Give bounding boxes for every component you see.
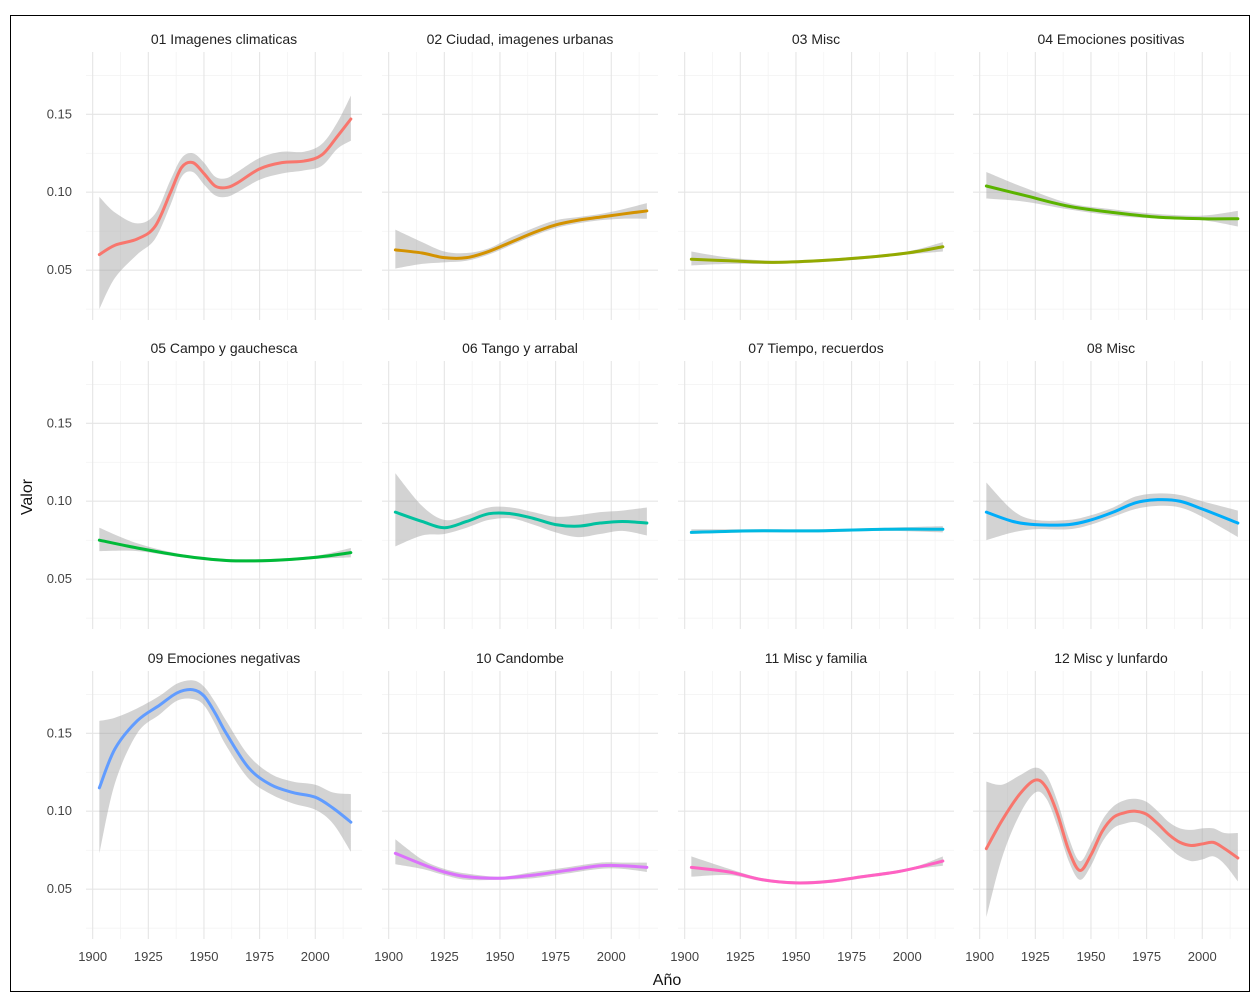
y-tick-label: 0.05: [47, 881, 72, 896]
trend-line: [689, 859, 945, 885]
panel-5: 05 Campo y gauchesca 0.05 0.10 0.15: [47, 340, 362, 629]
confidence-band: [395, 203, 647, 269]
x-tick-label: 1925: [430, 949, 459, 964]
panel-title: 01 Imagenes climaticas: [151, 31, 297, 47]
confidence-band: [986, 767, 1238, 918]
trend-line: [393, 209, 649, 260]
panel-11: 11 Misc y familia 1900 1925 1950 1975 2000: [670, 650, 954, 964]
x-tick-label: 1950: [782, 949, 811, 964]
x-tick-label: 1900: [78, 949, 107, 964]
y-tick-label: 0.15: [47, 415, 72, 430]
panel-1: 01 Imagenes climaticas 0.05 0.10 0.15: [47, 31, 362, 320]
panel-title: 03 Misc: [792, 31, 840, 47]
trend-line: [97, 117, 353, 257]
x-tick-label: 1950: [190, 949, 219, 964]
y-axis-title: Valor: [19, 478, 36, 515]
y-tick-label: 0.10: [47, 184, 72, 199]
x-tick-label: 1975: [1132, 949, 1161, 964]
x-tick-label: 2000: [893, 949, 922, 964]
x-tick-label: 2000: [301, 949, 330, 964]
confidence-band: [99, 95, 351, 310]
x-tick-label: 2000: [1188, 949, 1217, 964]
panel-title: 12 Misc y lunfardo: [1054, 650, 1168, 666]
trend-line: [984, 778, 1240, 872]
panel-title: 08 Misc: [1087, 340, 1135, 356]
panel-2: 02 Ciudad, imagenes urbanas: [382, 31, 658, 320]
panel-10: 10 Candombe 1900 1925 1950 1975 2000: [374, 650, 658, 964]
panel-title: 09 Emociones negativas: [148, 650, 301, 666]
panel-title: 10 Candombe: [476, 650, 564, 666]
panel-12: 12 Misc y lunfardo 1900 1925 1950 1975 2000: [965, 650, 1249, 964]
x-tick-label: 1975: [837, 949, 866, 964]
trend-line: [393, 510, 649, 530]
panel-title: 02 Ciudad, imagenes urbanas: [427, 31, 614, 47]
x-tick-label: 1950: [486, 949, 515, 964]
x-axis-title: Año: [653, 972, 682, 989]
x-tick-label: 1925: [1021, 949, 1050, 964]
y-tick-label: 0.15: [47, 106, 72, 121]
x-tick-label: 1900: [670, 949, 699, 964]
x-tick-label: 1975: [541, 949, 570, 964]
y-tick-label: 0.15: [47, 725, 72, 740]
confidence-band: [99, 680, 351, 854]
confidence-band: [395, 473, 647, 547]
trend-line: [689, 245, 945, 264]
panel-3: 03 Misc: [678, 31, 954, 320]
x-tick-label: 1900: [374, 949, 403, 964]
panel-title: 05 Campo y gauchesca: [150, 340, 297, 356]
panel-title: 07 Tiempo, recuerdos: [748, 340, 883, 356]
confidence-band: [395, 839, 647, 881]
y-tick-label: 0.10: [47, 493, 72, 508]
y-tick-label: 0.05: [47, 571, 72, 586]
trend-line: [984, 498, 1240, 527]
panel-title: 11 Misc y familia: [765, 650, 868, 666]
panel-title: 04 Emociones positivas: [1037, 31, 1184, 47]
x-tick-label: 1925: [134, 949, 163, 964]
panel-6: 06 Tango y arrabal: [382, 340, 658, 629]
trend-line: [97, 538, 353, 563]
x-tick-label: 1975: [245, 949, 274, 964]
panel-4: 04 Emociones positivas: [973, 31, 1249, 320]
x-tick-label: 1950: [1077, 949, 1106, 964]
x-tick-label: 1900: [965, 949, 994, 964]
trend-line: [689, 527, 945, 534]
y-tick-label: 0.10: [47, 803, 72, 818]
trend-line: [97, 688, 353, 824]
trend-line: [984, 184, 1240, 221]
trend-line: [393, 851, 649, 880]
panel-7: 07 Tiempo, recuerdos: [678, 340, 954, 629]
panel-8: 08 Misc: [973, 340, 1249, 629]
panel-title: 06 Tango y arrabal: [462, 340, 578, 356]
x-tick-label: 2000: [597, 949, 626, 964]
x-tick-label: 1925: [726, 949, 755, 964]
panel-9: 09 Emociones negativas 0.05 0.10 0.15 1900 19…: [47, 650, 362, 964]
y-tick-label: 0.05: [47, 262, 72, 277]
